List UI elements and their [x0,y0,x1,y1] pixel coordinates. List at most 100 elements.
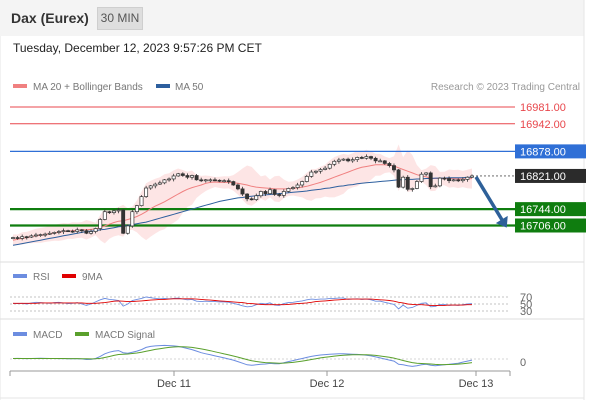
candle-body [414,181,419,189]
ma20-legend-label: MA 20 + Bollinger Bands [33,82,143,93]
candle-body [336,159,341,162]
ma50-legend-swatch [156,84,170,88]
support-label-box [515,202,586,217]
candle-body [56,231,61,233]
arrow-head [495,215,508,228]
candle-body [332,160,337,165]
macd-zero-label: 0 [520,357,526,369]
candle-body [240,188,245,195]
macd-signal-legend-label: MACD Signal [95,330,155,341]
candle-body [401,176,406,188]
candle-body [203,179,208,182]
candle-body [116,209,121,212]
candle-body [442,177,447,180]
timeframe-button[interactable]: 30 MIN [97,7,143,30]
candle-body [38,234,43,236]
candle-body [185,175,190,178]
candle-body [121,209,126,234]
candle-body [295,184,300,188]
candle-body [180,173,185,176]
candle-body [309,171,314,177]
x-tick-label: Dec 11 [157,378,191,390]
x-tick-label: Dec 13 [459,378,494,390]
candle-body [433,185,438,188]
candle-body [43,233,48,236]
x-axis: Dec 11 Dec 12 Dec 13 [9,370,511,390]
candle-body [24,236,29,239]
candle-body [369,156,373,159]
candle-body [300,181,305,186]
rsi-ma-legend-swatch [62,274,76,278]
candle-body [245,193,250,200]
candle-body [70,230,75,233]
candle-body [405,176,410,190]
candle-body [313,170,318,173]
rsi-ma-legend-label: 9MA [82,272,103,283]
candle-body [66,230,71,233]
candle-body [258,191,263,197]
candle-body [11,237,15,239]
candle-body [167,178,172,181]
candle-body [419,173,424,182]
candle-body [20,236,25,239]
candle-body [327,163,332,169]
candle-body [451,179,456,182]
candle-body [226,180,231,183]
candle-body [373,157,378,162]
candle-body [130,211,135,227]
candle-body [171,175,176,180]
candle-body [254,195,259,200]
candle-body [84,230,89,234]
candle-body [392,165,396,171]
candle-body [428,172,433,188]
candle-body [157,182,162,185]
support-label: 16744.00 [520,204,566,216]
candle-body [286,188,291,192]
candle-body [75,229,80,232]
candle-body [447,178,452,182]
rsi-level-label: 30 [520,306,532,318]
credit-label: Research © 2023 Trading Central [431,82,580,93]
candle-body [378,160,383,163]
candle-body [112,210,116,213]
candle-body [268,189,272,194]
x-tick-label: Dec 12 [310,378,345,390]
rsi-legend-label: RSI [33,272,50,283]
candle-body [355,157,360,160]
candle-body [125,225,130,234]
candle-body [52,232,57,234]
candle-body [387,163,392,166]
candle-body [15,237,20,239]
candle-body [235,184,240,190]
candle-body [153,183,158,187]
candle-body [465,176,470,180]
support-label-box [515,218,586,233]
candle-body [437,177,442,187]
resistance-label: 16981.00 [520,102,566,114]
candle-body [318,169,323,172]
chart-datetime: Tuesday, December 12, 2023 9:57:26 PM CE… [13,41,262,55]
rsi-level-label: 70 [520,292,532,304]
macd-panel: 0 [10,344,526,369]
candle-body [272,189,277,195]
candle-body [33,234,38,237]
level-labels: 16981.00 16942.00 16878.00 16821.00 16744.00… [515,102,586,233]
forecast-arrow [474,176,508,228]
candle-body [213,179,217,182]
key-levels [10,106,515,227]
candle-body [199,179,204,182]
candle-body [396,169,401,188]
resistance-label: 16942.00 [520,119,566,131]
candle-body [382,160,387,164]
candle-body [176,173,181,177]
macd-legend-label: MACD [33,330,62,341]
candle-body [79,229,84,232]
candle-body [29,235,34,238]
pivot-label: 16878.00 [520,146,566,158]
candle-body [323,167,328,170]
candle-body [263,191,268,194]
candle-body [470,175,474,178]
candle-body [364,156,369,159]
